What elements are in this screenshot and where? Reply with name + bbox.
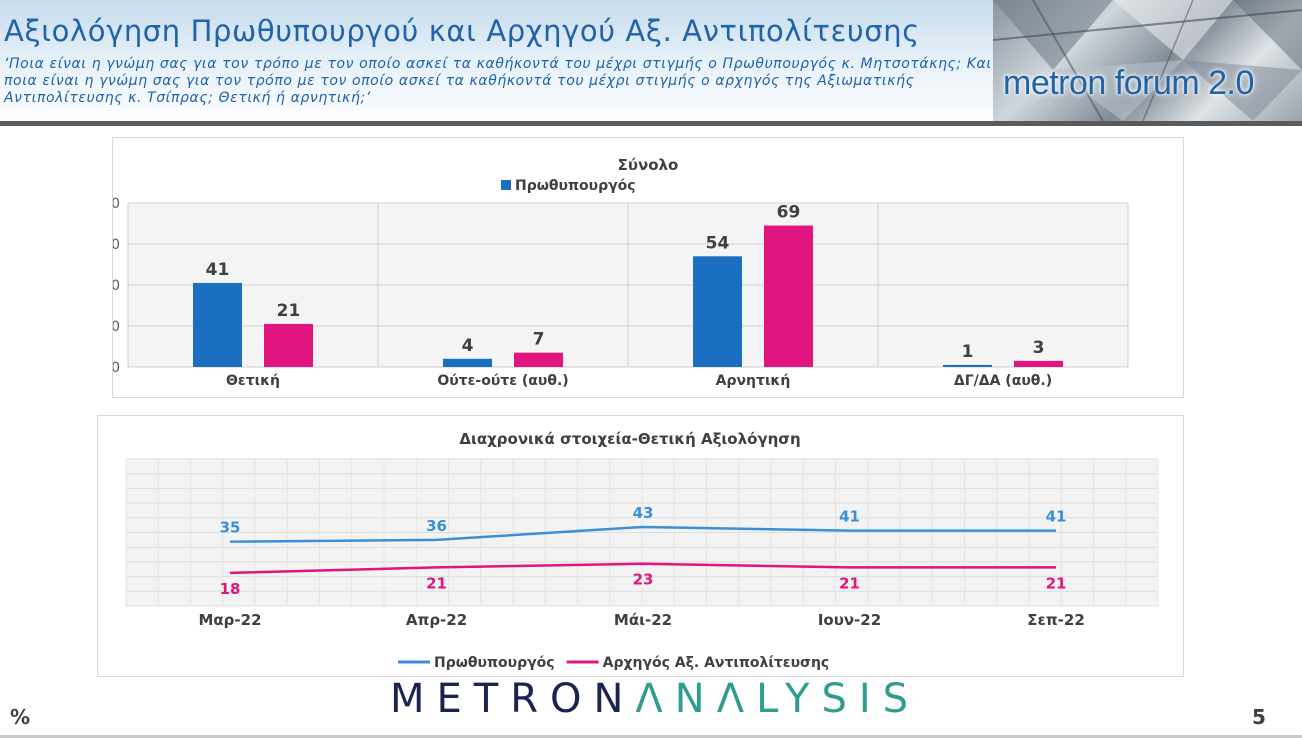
page-number: 5: [1252, 705, 1266, 729]
y-tick-label: 80: [113, 196, 120, 212]
question-text: ‘Ποια είναι η γνώμη σας για τον τρόπο με…: [4, 56, 992, 106]
bar-data-label: 21: [277, 301, 301, 321]
line-data-label: 41: [1046, 508, 1067, 526]
series-line: [229, 525, 1056, 543]
logo-word-analysis: ΛNΛLYSIS: [635, 676, 921, 722]
line-data-label: 35: [220, 519, 241, 537]
y-tick-label: 0: [113, 360, 120, 376]
bar: [693, 256, 742, 367]
bar: [193, 282, 242, 367]
bar: [443, 358, 492, 367]
unit-label: %: [10, 705, 31, 729]
x-tick-label: Μάι-22: [614, 611, 672, 629]
line-chart-marks: 35 36 43 41 41 18 21 23 21 21 Μαρ-22 Απρ-22 Μάι-22 Ιο…: [198, 504, 1084, 629]
footer-divider: [0, 735, 1302, 738]
line-data-label: 41: [839, 508, 860, 526]
bar-data-label: 3: [1033, 338, 1045, 358]
legend-label: Πρωθυπουργός: [515, 178, 636, 194]
line-data-label: 23: [633, 571, 654, 589]
bar: [943, 364, 992, 367]
x-category-label: ΔΓ/ΔΑ (αυθ.): [954, 373, 1052, 389]
line-chart: Διαχρονικά στοιχεία-Θετική Αξιολόγηση 35…: [125, 430, 1159, 671]
header-divider: [0, 121, 1302, 126]
line-chart-panel: Διαχρονικά στοιχεία-Θετική Αξιολόγηση 35…: [97, 415, 1184, 677]
bar-chart-marks: 41 21 Θετική 4 7 Ούτε-ούτε (αυθ.) 54 69 Αρνητική…: [193, 203, 1063, 389]
legend-swatch: [501, 180, 511, 190]
line-chart-grid: [125, 458, 1159, 607]
bar-chart-legend: Πρωθυπουργός: [501, 178, 636, 194]
x-tick-label: Απρ-22: [406, 611, 467, 629]
bar-data-label: 1: [962, 342, 974, 362]
x-category-label: Ούτε-ούτε (αυθ.): [437, 373, 568, 389]
line-data-label: 21: [839, 574, 860, 592]
line-data-label: 21: [426, 574, 447, 592]
brand-name: metron forum 2.0: [1003, 64, 1254, 102]
bar-data-label: 69: [777, 203, 801, 223]
bar-chart-title: Σύνολο: [618, 156, 679, 174]
bar-data-label: 7: [533, 330, 545, 350]
line-data-label: 18: [220, 580, 241, 598]
line-data-label: 36: [426, 517, 447, 535]
line-data-label: 21: [1046, 574, 1067, 592]
brand-image: metron forum 2.0: [993, 0, 1302, 121]
bar: [764, 225, 813, 367]
bar-data-label: 41: [206, 260, 230, 280]
y-tick-label: 20: [113, 319, 120, 335]
bar-chart-panel: Σύνολο Πρωθυπουργός 806040200 4121Θετική…: [102, 137, 1184, 398]
line-data-label: 43: [633, 504, 654, 522]
x-tick-label: Σεπ-22: [1027, 611, 1085, 629]
y-tick-label: 60: [113, 237, 120, 253]
x-category-label: Αρνητική: [716, 373, 791, 389]
slide-title: Αξιολόγηση Πρωθυπουργού και Αρχηγού Αξ. …: [4, 14, 920, 48]
legend-label: Πρωθυπουργός: [434, 655, 555, 671]
bar: [264, 323, 313, 367]
bar-chart: Σύνολο Πρωθυπουργός 806040200 4121Θετική…: [102, 156, 1129, 389]
metron-analysis-logo: METRONΛNΛLYSIS: [390, 676, 920, 722]
x-category-label: Θετική: [226, 373, 280, 389]
bar-data-label: 4: [462, 336, 474, 356]
legend-label: Αρχηγός Αξ. Αντιπολίτευσης: [603, 655, 830, 671]
y-tick-label: 40: [113, 278, 120, 294]
bar: [514, 352, 563, 367]
line-chart-legend: Πρωθυπουργός Αρχηγός Αξ. Αντιπολίτευσης: [398, 655, 829, 671]
x-tick-label: Ιουν-22: [818, 611, 881, 629]
x-tick-label: Μαρ-22: [198, 611, 261, 629]
bar-data-label: 54: [706, 233, 730, 253]
bar: [1014, 360, 1063, 367]
line-chart-title: Διαχρονικά στοιχεία-Θετική Αξιολόγηση: [459, 430, 800, 448]
logo-word-metron: METRON: [390, 676, 636, 722]
brand-background-graphic: [993, 0, 1302, 121]
series-line: [229, 562, 1056, 575]
